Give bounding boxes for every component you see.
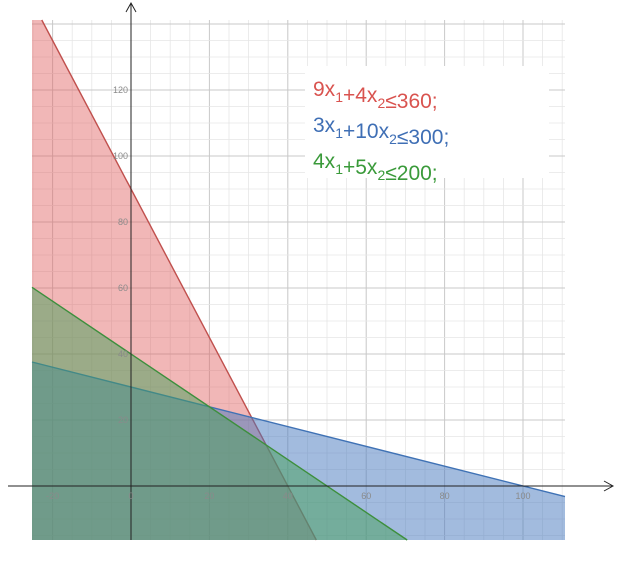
x-tick-label: -20 xyxy=(46,491,59,501)
legend: 9x1+4x2≤360;3x1+10x2≤300;4x1+5x2≤200; xyxy=(305,66,549,185)
y-tick-label: 80 xyxy=(118,217,128,227)
y-tick-label: 40 xyxy=(118,349,128,359)
y-tick-label: 120 xyxy=(113,85,128,95)
x-axis-arrow xyxy=(603,480,615,492)
constraint-boundary-3 xyxy=(31,286,408,541)
axes xyxy=(8,1,615,540)
legend-entry-3: 4x1+5x2≤200; xyxy=(313,150,438,185)
y-tick-label: 20 xyxy=(118,415,128,425)
feasible-regions xyxy=(31,19,566,541)
x-tick-label: 60 xyxy=(361,491,371,501)
x-tick-label: 0 xyxy=(128,491,133,501)
tick-labels: -20 0 20 40 60 80 100 20 40 60 80 100 120 xyxy=(46,85,530,501)
y-tick-label: 60 xyxy=(118,283,128,293)
y-axis-arrow xyxy=(125,1,137,13)
x-tick-label: 20 xyxy=(204,491,214,501)
legend-box xyxy=(305,66,549,178)
x-tick-label: 40 xyxy=(283,491,293,501)
x-tick-label: 100 xyxy=(515,491,530,501)
legend-entry-2: 3x1+10x2≤300; xyxy=(313,114,449,149)
legend-entry-1: 9x1+4x2≤360; xyxy=(313,78,438,113)
y-tick-label: 100 xyxy=(113,151,128,161)
x-tick-label: 80 xyxy=(440,491,450,501)
